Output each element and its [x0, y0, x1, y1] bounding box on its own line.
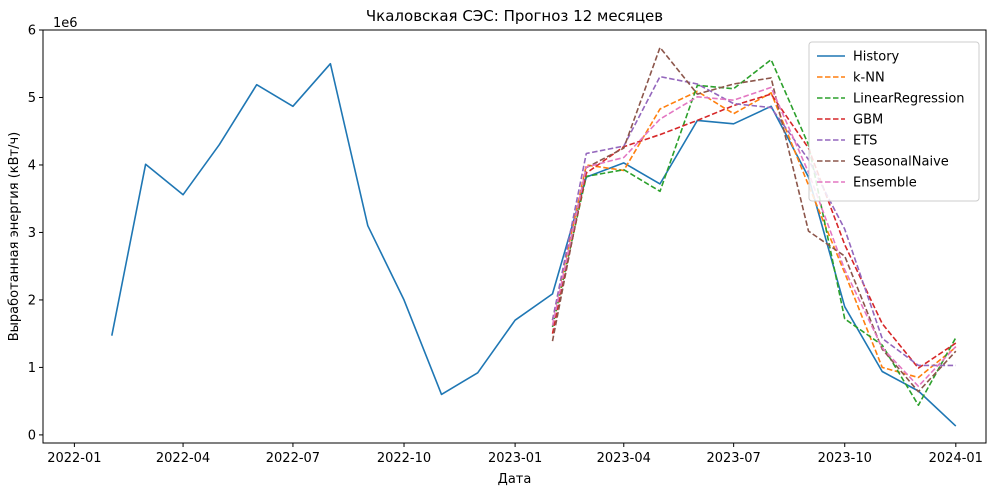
- x-tick-label: 2024-01: [929, 451, 983, 466]
- y-tick-label: 1: [28, 361, 36, 376]
- legend-entry: GBM: [853, 113, 883, 128]
- series-line-seasonalnaive: [551, 46, 957, 393]
- x-axis-label: Дата: [498, 472, 532, 487]
- x-tick-label: 2022-10: [377, 451, 431, 466]
- series-line-ets: [551, 75, 956, 367]
- axes: 2022-01 2022-04 2022-07 2022-10 2023-01 2023-…: [28, 24, 987, 466]
- series-lines: [111, 46, 957, 427]
- plot-frame: [42, 29, 987, 444]
- legend-box: [808, 41, 980, 202]
- y-axis-offset-label: 1e6: [53, 16, 78, 31]
- y-tick-label: 4: [28, 158, 36, 173]
- series-line-linearregression: [551, 58, 957, 407]
- legend-entry: LinearRegression: [853, 92, 965, 107]
- x-tick-label: 2023-01: [488, 451, 542, 466]
- x-tick-label: 2022-01: [47, 451, 101, 466]
- x-tick-label: 2022-07: [266, 451, 320, 466]
- legend-entry: k-NN: [853, 71, 885, 86]
- series-line-ensemble: [551, 86, 957, 388]
- legend-entry: SeasonalNaive: [853, 155, 949, 170]
- legend: History k-NN LinearRegression GBM ETS Seasona…: [808, 41, 980, 202]
- y-tick-label: 3: [28, 226, 36, 241]
- x-tick-label: 2023-04: [597, 451, 651, 466]
- x-tick-label: 2023-10: [818, 451, 872, 466]
- series-line-k-nn: [551, 90, 957, 379]
- y-axis-label: Выработанная энергия (кВт/ч): [7, 132, 22, 342]
- y-tick-label: 0: [28, 428, 36, 443]
- y-tick-label: 6: [28, 24, 36, 39]
- legend-entry: ETS: [853, 134, 877, 149]
- chart-title: Чкаловская СЭС: Прогноз 12 месяцев: [366, 7, 663, 25]
- x-tick-label: 2023-07: [706, 451, 760, 466]
- y-tick-label: 2: [28, 293, 36, 308]
- legend-entry: Ensemble: [853, 176, 917, 191]
- x-tick-label: 2022-04: [156, 451, 210, 466]
- y-tick-label: 5: [28, 91, 36, 106]
- legend-entry: History: [853, 50, 900, 65]
